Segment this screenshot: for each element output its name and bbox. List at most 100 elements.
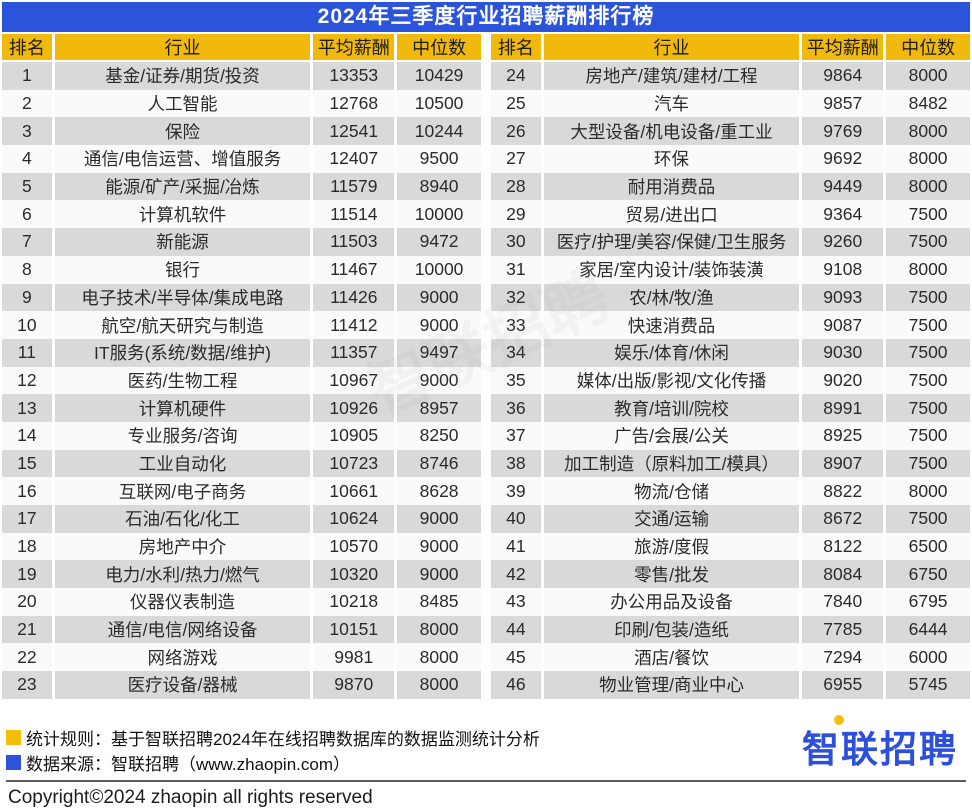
industry-cell: 电力/水利/热力/燃气 [54, 560, 314, 589]
table-row: 31 家居/室内设计/装饰装潢 9108 8000 [491, 255, 970, 284]
avg-salary-cell: 10151 [313, 615, 398, 644]
avg-salary-cell: 11357 [313, 338, 398, 367]
table-row: 5 能源/矿产/采掘/冶炼 11579 8940 [2, 172, 481, 201]
industry-cell: 专业服务/咨询 [54, 421, 314, 450]
industry-cell: 教育/培训/院校 [543, 394, 803, 422]
rank-cell: 23 [2, 671, 55, 699]
stat-rule-note: 统计规则：基于智联招聘2024年在线招聘数据库的数据监测统计分析 [6, 725, 966, 750]
rank-cell: 15 [2, 449, 55, 478]
rank-cell: 3 [2, 117, 55, 146]
rank-cell: 36 [491, 394, 544, 422]
table-row: 37 广告/会展/公关 8925 7500 [491, 421, 970, 450]
avg-salary-cell: 13353 [313, 62, 398, 90]
avg-salary-cell: 10905 [313, 421, 398, 450]
rank-cell: 11 [2, 338, 55, 367]
industry-cell: 快速消费品 [543, 311, 803, 339]
industry-cell: 交通/运输 [543, 505, 803, 533]
table-row: 34 娱乐/体育/休闲 9030 7500 [491, 338, 970, 367]
table-row: 23 医疗设备/器械 9870 8000 [2, 671, 481, 699]
industry-cell: 计算机软件 [54, 200, 314, 229]
table-row: 41 旅游/度假 8122 6500 [491, 532, 970, 561]
median-cell: 8746 [397, 449, 481, 478]
rank-cell: 40 [491, 505, 544, 533]
industry-cell: IT服务(系统/数据/维护) [54, 338, 314, 367]
rank-cell: 24 [491, 62, 544, 90]
table-right-half: 排名 行业 平均薪酬 中位数 24 房地产/建筑/建材/工程 9864 8000 25 汽… [491, 34, 970, 699]
footer: 统计规则：基于智联招聘2024年在线招聘数据库的数据监测统计分析 数据来源：智联… [6, 714, 966, 809]
table-row: 33 快速消费品 9087 7500 [491, 311, 970, 339]
median-cell: 8482 [886, 89, 970, 118]
avg-salary-cell: 9864 [802, 62, 887, 90]
median-cell: 8000 [886, 255, 970, 284]
median-cell: 7500 [886, 311, 970, 339]
industry-cell: 人工智能 [54, 89, 314, 118]
rank-cell: 26 [491, 117, 544, 146]
avg-salary-cell: 9769 [802, 117, 887, 146]
industry-cell: 航空/航天研究与制造 [54, 311, 314, 339]
avg-salary-cell: 9981 [313, 643, 398, 672]
industry-cell: 办公用品及设备 [543, 588, 803, 616]
rank-cell: 45 [491, 643, 544, 672]
rank-cell: 14 [2, 421, 55, 450]
data-source-text: 数据来源：智联招聘（www.zhaopin.com） [26, 754, 351, 774]
rank-cell: 42 [491, 560, 544, 589]
industry-cell: 媒体/出版/影视/文化传播 [543, 366, 803, 395]
industry-cell: 物流/仓储 [543, 477, 803, 505]
industry-cell: 环保 [543, 145, 803, 173]
median-cell: 7500 [886, 421, 970, 450]
median-cell: 9000 [397, 283, 481, 312]
median-cell: 8000 [886, 172, 970, 201]
avg-salary-cell: 7840 [802, 588, 887, 616]
rank-cell: 2 [2, 89, 55, 118]
table-row: 11 IT服务(系统/数据/维护) 11357 9497 [2, 338, 481, 367]
table-row: 1 基金/证券/期货/投资 13353 10429 [2, 62, 481, 90]
median-cell: 7500 [886, 228, 970, 256]
median-cell: 8000 [397, 671, 481, 699]
industry-cell: 加工制造（原料加工/模具） [543, 449, 803, 478]
rank-cell: 17 [2, 505, 55, 533]
rank-cell: 33 [491, 311, 544, 339]
avg-salary-cell: 11467 [313, 255, 398, 284]
industry-cell: 娱乐/体育/休闲 [543, 338, 803, 367]
table-row: 3 保险 12541 10244 [2, 117, 481, 146]
industry-cell: 旅游/度假 [543, 532, 803, 561]
rank-cell: 5 [2, 172, 55, 201]
rank-cell: 19 [2, 560, 55, 589]
avg-salary-cell: 8672 [802, 505, 887, 533]
avg-salary-cell: 8084 [802, 560, 887, 589]
table-left-half: 排名 行业 平均薪酬 中位数 1 基金/证券/期货/投资 13353 10429 2 人工… [2, 34, 481, 699]
median-cell: 7500 [886, 394, 970, 422]
avg-salary-cell: 10723 [313, 449, 398, 478]
industry-cell: 基金/证券/期货/投资 [54, 62, 314, 90]
industry-cell: 汽车 [543, 89, 803, 118]
industry-cell: 医疗设备/器械 [54, 671, 314, 699]
sun-icon [834, 714, 844, 725]
page-title: 2024年三季度行业招聘薪酬排行榜 [2, 2, 970, 32]
rank-cell: 4 [2, 145, 55, 173]
median-cell: 9000 [397, 311, 481, 339]
rank-cell: 9 [2, 283, 55, 312]
rank-cell: 18 [2, 532, 55, 561]
industry-cell: 耐用消费品 [543, 172, 803, 201]
industry-cell: 工业自动化 [54, 449, 314, 478]
rank-cell: 32 [491, 283, 544, 312]
industry-cell: 网络游戏 [54, 643, 314, 672]
avg-salary-cell: 11426 [313, 283, 398, 312]
avg-salary-cell: 11412 [313, 311, 398, 339]
avg-salary-cell: 12768 [313, 89, 398, 118]
median-cell: 9000 [397, 505, 481, 533]
median-cell: 8000 [397, 643, 481, 672]
table-row: 2 人工智能 12768 10500 [2, 89, 481, 118]
industry-cell: 新能源 [54, 228, 314, 256]
median-cell: 10000 [397, 255, 481, 284]
table-row: 21 通信/电信/网络设备 10151 8000 [2, 615, 481, 644]
table-row: 14 专业服务/咨询 10905 8250 [2, 421, 481, 450]
industry-cell: 保险 [54, 117, 314, 146]
median-cell: 5745 [886, 671, 970, 699]
avg-salary-cell: 6955 [802, 671, 887, 699]
table-row: 27 环保 9692 8000 [491, 145, 970, 173]
avg-salary-cell: 10967 [313, 366, 398, 395]
industry-cell: 大型设备/机电设备/重工业 [543, 117, 803, 146]
median-cell: 8000 [886, 145, 970, 173]
avg-salary-cell: 9260 [802, 228, 887, 256]
